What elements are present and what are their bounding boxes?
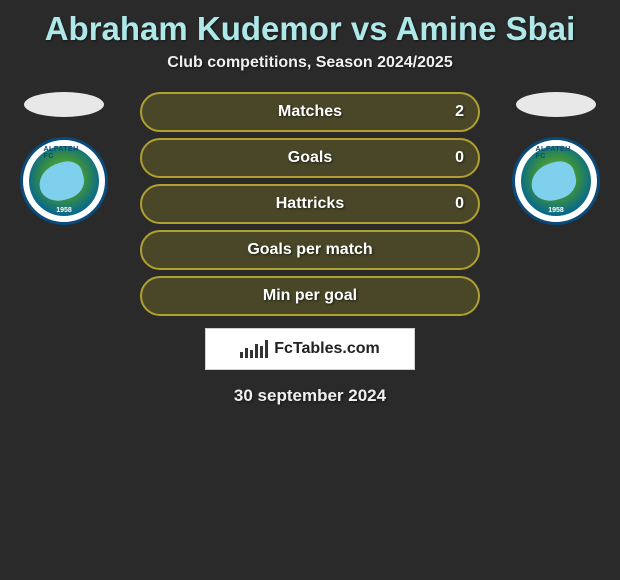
- stat-label: Goals per match: [247, 241, 372, 259]
- club-year-right: 1958: [548, 207, 564, 214]
- chart-icon: [240, 340, 268, 358]
- page-title: Abraham Kudemor vs Amine Sbai: [0, 0, 620, 54]
- subtitle: Club competitions, Season 2024/2025: [0, 54, 620, 92]
- club-swoosh-icon: [527, 158, 580, 205]
- watermark-badge[interactable]: FcTables.com: [205, 328, 415, 370]
- date-label: 30 september 2024: [0, 386, 620, 406]
- stat-right-value: 0: [455, 149, 464, 167]
- club-logo-right: ALFATEH FC 1958: [512, 137, 600, 225]
- player-left-slot: ALFATEH FC 1958: [20, 92, 108, 225]
- stat-label: Hattricks: [276, 195, 344, 213]
- stat-row-hattricks: Hattricks 0: [140, 184, 480, 224]
- stat-row-matches: Matches 2: [140, 92, 480, 132]
- stat-label: Goals: [288, 149, 332, 167]
- stats-list: Matches 2 Goals 0 Hattricks 0 Goals per …: [140, 92, 480, 316]
- stat-row-goals: Goals 0: [140, 138, 480, 178]
- watermark-text: FcTables.com: [274, 340, 380, 358]
- stat-row-min-per-goal: Min per goal: [140, 276, 480, 316]
- stat-label: Matches: [278, 103, 342, 121]
- player-left-avatar: [24, 92, 104, 117]
- comparison-panel: ALFATEH FC 1958 ALFATEH FC 1958 Matches …: [0, 92, 620, 406]
- player-right-avatar: [516, 92, 596, 117]
- stat-row-goals-per-match: Goals per match: [140, 230, 480, 270]
- club-logo-left: ALFATEH FC 1958: [20, 137, 108, 225]
- stat-label: Min per goal: [263, 287, 357, 305]
- club-name-left: ALFATEH FC: [44, 146, 85, 160]
- stat-right-value: 2: [455, 103, 464, 121]
- club-name-right: ALFATEH FC: [536, 146, 577, 160]
- club-year-left: 1958: [56, 207, 72, 214]
- club-swoosh-icon: [35, 158, 88, 205]
- player-right-slot: ALFATEH FC 1958: [512, 92, 600, 225]
- stat-right-value: 0: [455, 195, 464, 213]
